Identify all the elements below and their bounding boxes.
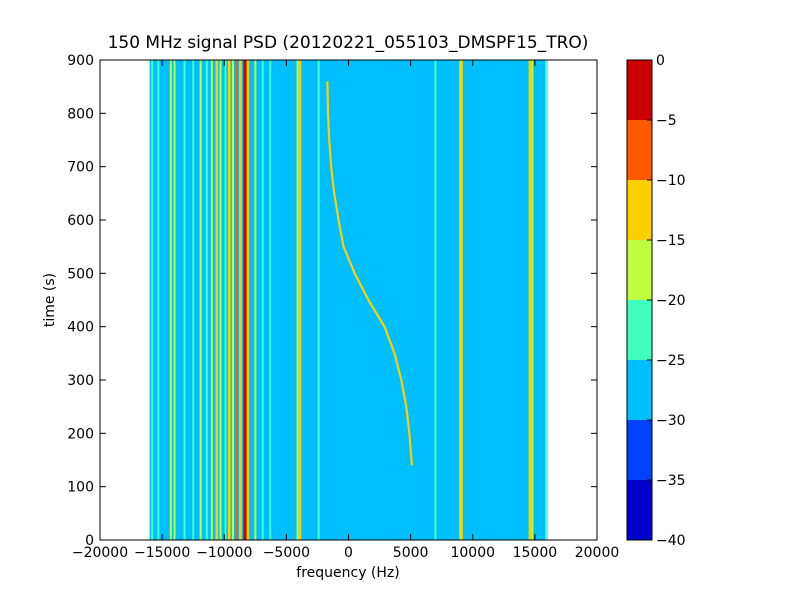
y-tick-label: 700 (67, 160, 94, 176)
colorbar-tick-label: −40 (656, 533, 686, 549)
colorbar-segment (627, 300, 652, 360)
y-axis: 0 100 200 300 400 500 600 700 800 900 (67, 53, 597, 549)
colorbar-tick-label: 0 (656, 53, 665, 69)
y-tick-label: 600 (67, 213, 94, 229)
doppler-curve (326, 81, 413, 466)
x-tick-label: −5000 (263, 545, 310, 561)
y-tick-label: 400 (67, 320, 94, 336)
colorbar-segment (627, 480, 652, 540)
colorbar: −40 −35 −30 −25 −20 −15 −10 −5 0 (626, 53, 686, 549)
x-tick-label: −20000 (72, 545, 128, 561)
y-tick-label: 300 (67, 373, 94, 389)
colorbar-tick-label: −10 (656, 173, 686, 189)
x-tick-label: 10000 (450, 545, 495, 561)
colorbar-tick-label: −20 (656, 293, 686, 309)
colorbar-segment (627, 60, 652, 120)
spectrogram-plot (99, 59, 598, 541)
x-tick-label: 15000 (513, 545, 558, 561)
x-axis-label: frequency (Hz) (296, 565, 399, 581)
x-tick-label: −15000 (134, 545, 190, 561)
y-tick-label: 900 (67, 53, 94, 69)
heatmap-background-band (149, 60, 548, 540)
colorbar-segment (627, 240, 652, 300)
colorbar-segment (627, 120, 652, 180)
x-tick-label: 20000 (575, 545, 620, 561)
colorbar-segment (627, 180, 652, 240)
y-tick-label: 0 (85, 533, 94, 549)
y-axis-label: time (s) (42, 273, 58, 327)
colorbar-tick-label: −5 (656, 113, 677, 129)
y-tick-label: 100 (67, 480, 94, 496)
heatmap-layer (149, 60, 548, 540)
x-axis: −20000 −15000 −10000 −5000 0 5000 10000 15000 20… (72, 60, 619, 561)
colorbar-tick-label: −25 (656, 353, 686, 369)
colorbar-tick-label: −35 (656, 473, 686, 489)
chart-title: 150 MHz signal PSD (20120221_055103_DMSP… (108, 33, 589, 53)
colorbar-tick-label: −15 (656, 233, 686, 249)
y-tick-label: 200 (67, 426, 94, 442)
x-tick-label: 5000 (393, 545, 429, 561)
colorbar-segment (627, 360, 652, 420)
y-tick-label: 800 (67, 106, 94, 122)
y-tick-label: 500 (67, 266, 94, 282)
x-tick-label: 0 (344, 545, 353, 561)
x-tick-label: −10000 (196, 545, 252, 561)
colorbar-segment (627, 420, 652, 480)
colorbar-tick-label: −30 (656, 413, 686, 429)
